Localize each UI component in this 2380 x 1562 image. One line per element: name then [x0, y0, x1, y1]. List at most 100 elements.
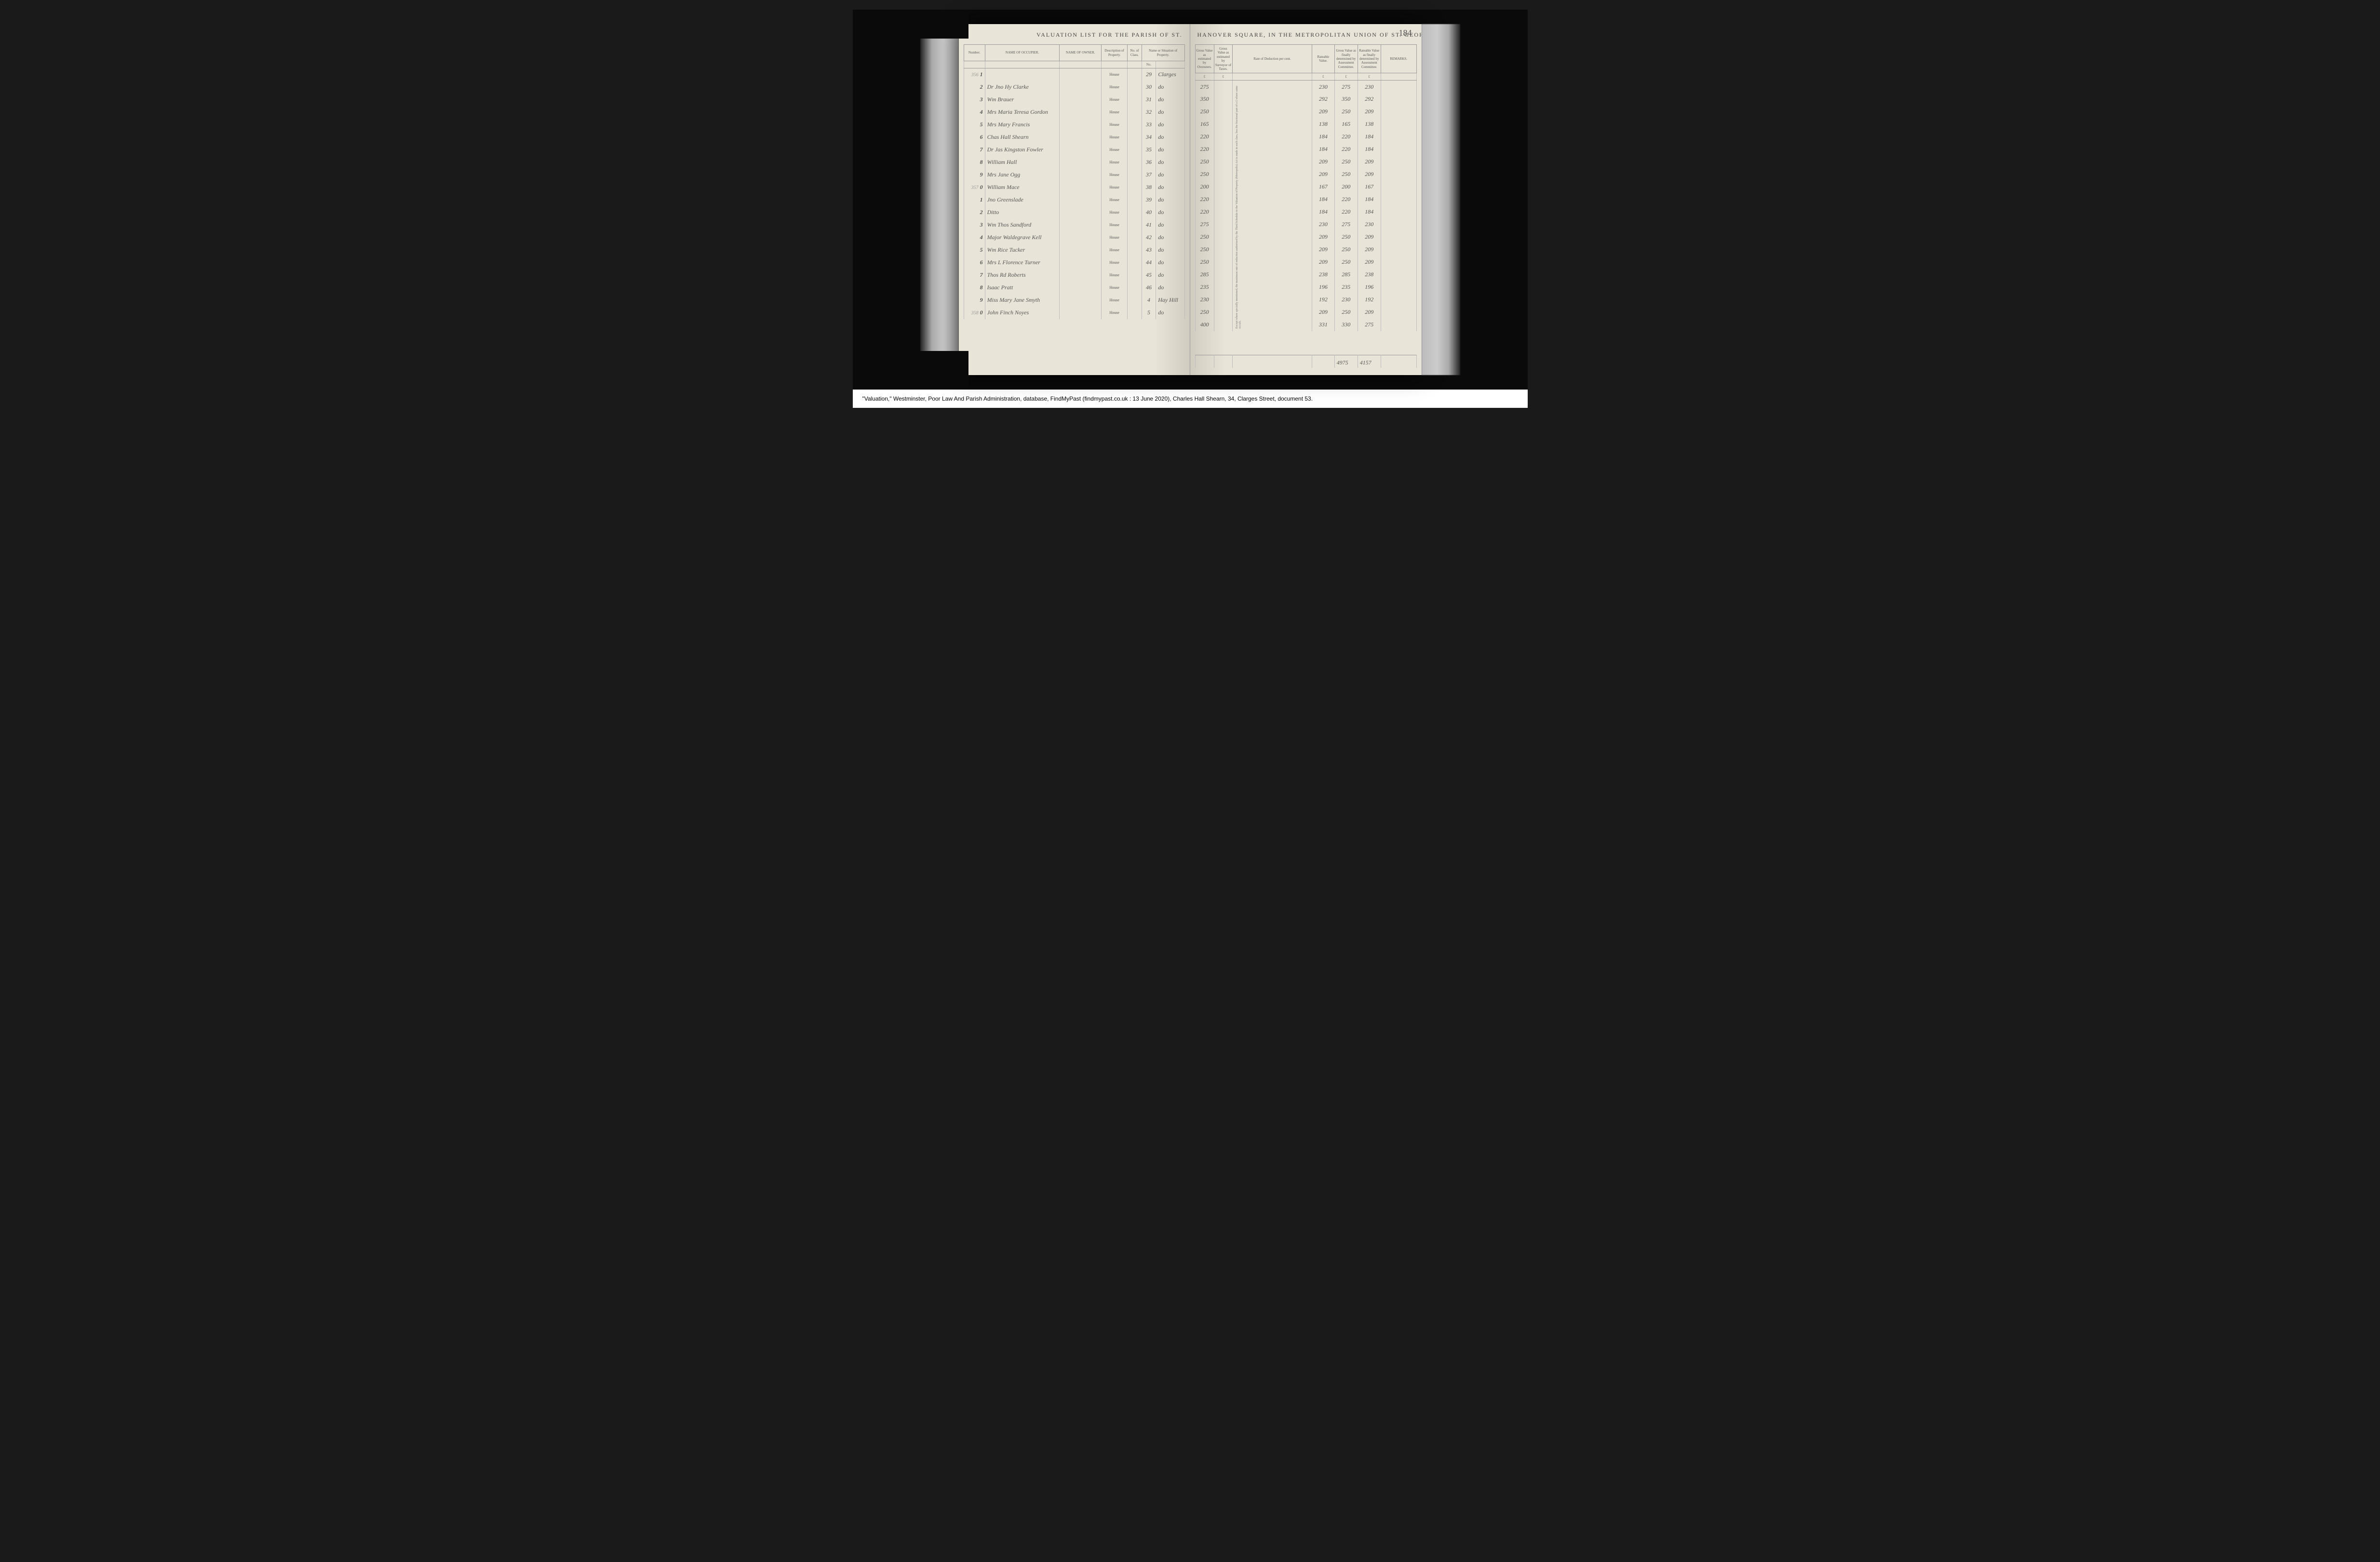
rateable-value-committee: 230 — [1358, 218, 1381, 231]
street-name: do — [1156, 244, 1184, 256]
street-number: 44 — [1142, 256, 1156, 269]
class-number — [1128, 269, 1142, 282]
owner-name — [1060, 144, 1102, 156]
rateable-value-committee: 184 — [1358, 143, 1381, 156]
gross-value-overseers: 275 — [1195, 81, 1214, 93]
ledger-table-left: Number. NAME OF OCCUPIER. NAME OF OWNER.… — [964, 44, 1185, 319]
rateable-value-committee: 184 — [1358, 193, 1381, 206]
occupier-name: Wm Thos Sandford — [985, 219, 1060, 231]
gross-value-surveyor — [1214, 243, 1233, 256]
street-number: 46 — [1142, 282, 1156, 294]
gross-value-surveyor — [1214, 106, 1233, 118]
owner-name — [1060, 294, 1102, 307]
row-number: 3 — [964, 94, 985, 106]
table-row: 2 Dr Jno Hy Clarke House 30 do — [964, 81, 1184, 94]
street-name: do — [1156, 194, 1184, 206]
property-description: House — [1102, 282, 1128, 294]
street-name: do — [1156, 119, 1184, 131]
header-row-left: Number. NAME OF OCCUPIER. NAME OF OWNER.… — [964, 45, 1184, 61]
table-row: 5 Mrs Mary Francis House 33 do — [964, 119, 1184, 131]
street-name: Hay Hill — [1156, 294, 1184, 307]
rateable-value: 184 — [1312, 131, 1334, 143]
page-edges-right — [1422, 24, 1460, 375]
street-number: 39 — [1142, 194, 1156, 206]
rateable-value: 184 — [1312, 143, 1334, 156]
table-row: 358 0 John Finch Noyes House 5 do — [964, 307, 1184, 319]
deduction-note: Except where specially mentioned, the ma… — [1233, 81, 1312, 331]
owner-name — [1060, 206, 1102, 219]
class-number — [1128, 256, 1142, 269]
table-row: 9 Mrs Jane Ogg House 37 do — [964, 169, 1184, 181]
table-row: 4 Mrs Maria Teresa Gordon House 32 do — [964, 106, 1184, 119]
rateable-value: 209 — [1312, 156, 1334, 168]
total-rv: 4157 — [1358, 355, 1381, 368]
rateable-value-committee: 196 — [1358, 281, 1381, 294]
row-number: 358 0 — [964, 307, 985, 319]
gross-value-committee: 235 — [1334, 281, 1358, 294]
occupier-name: Thos Rd Roberts — [985, 269, 1060, 282]
col-gv-committee: Gross Value as finally determined by Ass… — [1334, 45, 1358, 73]
occupier-name: Major Waldegrave Kell — [985, 231, 1060, 244]
rateable-value-committee: 292 — [1358, 93, 1381, 106]
rateable-value-committee: 209 — [1358, 243, 1381, 256]
rateable-value: 238 — [1312, 269, 1334, 281]
gross-value-committee: 230 — [1334, 294, 1358, 306]
rateable-value-committee: 138 — [1358, 118, 1381, 131]
gross-value-surveyor — [1214, 168, 1233, 181]
rateable-value: 196 — [1312, 281, 1334, 294]
occupier-name: William Mace — [985, 181, 1060, 194]
gross-value-overseers: 250 — [1195, 256, 1214, 269]
occupier-name: Jno Greenslade — [985, 194, 1060, 206]
street-number: 41 — [1142, 219, 1156, 231]
row-number: 9 — [964, 169, 985, 181]
gross-value-overseers: 250 — [1195, 306, 1214, 319]
gross-value-surveyor — [1214, 218, 1233, 231]
rateable-value: 209 — [1312, 306, 1334, 319]
gross-value-committee: 250 — [1334, 168, 1358, 181]
gross-value-overseers: 250 — [1195, 231, 1214, 243]
col-remarks: REMARKS. — [1381, 45, 1416, 73]
street-name: do — [1156, 269, 1184, 282]
occupier-name: Dr Jno Hy Clarke — [985, 81, 1060, 94]
gross-value-surveyor — [1214, 294, 1233, 306]
occupier-name: Dr Jas Kingston Fowler — [985, 144, 1060, 156]
row-number: 9 — [964, 294, 985, 307]
rateable-value-committee: 184 — [1358, 131, 1381, 143]
gross-value-overseers: 220 — [1195, 206, 1214, 218]
rateable-value-committee: 167 — [1358, 181, 1381, 193]
class-number — [1128, 307, 1142, 319]
remarks — [1381, 306, 1416, 319]
street-number: 42 — [1142, 231, 1156, 244]
occupier-name: Wm Rice Tucker — [985, 244, 1060, 256]
col-gross-overseers: Gross Value as estimated by Overseers. — [1195, 45, 1214, 73]
class-number — [1128, 106, 1142, 119]
rateable-value: 230 — [1312, 218, 1334, 231]
street-name: do — [1156, 256, 1184, 269]
rateable-value: 167 — [1312, 181, 1334, 193]
remarks — [1381, 131, 1416, 143]
rateable-value-committee: 230 — [1358, 81, 1381, 93]
class-number — [1128, 94, 1142, 106]
class-number — [1128, 169, 1142, 181]
table-row: 7 Thos Rd Roberts House 45 do — [964, 269, 1184, 282]
street-number: 38 — [1142, 181, 1156, 194]
remarks — [1381, 118, 1416, 131]
gross-value-overseers: 220 — [1195, 131, 1214, 143]
rateable-value: 209 — [1312, 256, 1334, 269]
rateable-value-committee: 275 — [1358, 319, 1381, 331]
book-pages: VALUATION LIST for the Parish of St. Num… — [959, 24, 1422, 375]
class-number — [1128, 282, 1142, 294]
row-number: 6 — [964, 131, 985, 144]
street-name: do — [1156, 131, 1184, 144]
street-number: 45 — [1142, 269, 1156, 282]
occupier-name: Wm Brauer — [985, 94, 1060, 106]
owner-name — [1060, 231, 1102, 244]
property-description: House — [1102, 269, 1128, 282]
property-description: House — [1102, 156, 1128, 169]
remarks — [1381, 206, 1416, 218]
property-description: House — [1102, 106, 1128, 119]
owner-name — [1060, 181, 1102, 194]
rateable-value: 209 — [1312, 243, 1334, 256]
property-description: House — [1102, 256, 1128, 269]
sub-header-left: No. — [964, 61, 1184, 68]
